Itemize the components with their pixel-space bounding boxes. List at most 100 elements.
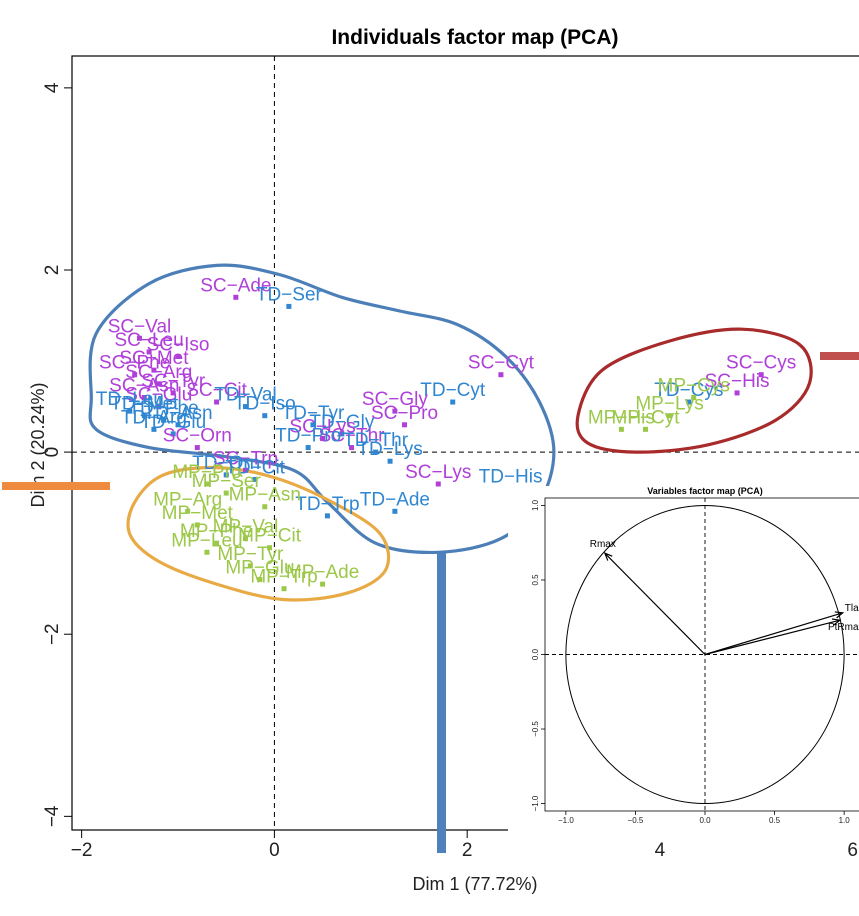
point-label: MP−Glu bbox=[225, 558, 294, 579]
point-marker bbox=[402, 422, 408, 428]
point-label: TD−Thr bbox=[343, 430, 409, 451]
point-label: MP−Cit bbox=[238, 526, 302, 547]
point-marker bbox=[618, 426, 624, 432]
point-marker bbox=[450, 399, 456, 405]
x-axis-label: Dim 1 (77.72%) bbox=[412, 874, 537, 894]
point-marker bbox=[170, 431, 176, 437]
point-marker bbox=[305, 445, 311, 451]
x-tick-label: −2 bbox=[71, 840, 93, 861]
inset-y-tick-label: 0.5 bbox=[531, 574, 540, 586]
point-marker bbox=[392, 508, 398, 514]
point-label: TD−Ser bbox=[256, 284, 323, 305]
point-label: MP−Pro bbox=[172, 462, 241, 483]
point-marker bbox=[194, 522, 200, 528]
point-label: SC−Leu bbox=[115, 330, 184, 351]
point-marker bbox=[247, 563, 253, 569]
point-label: SC−Arg bbox=[125, 362, 192, 383]
inset-y-tick-label: 0.0 bbox=[531, 648, 540, 660]
point-marker bbox=[175, 422, 181, 428]
point-marker bbox=[339, 431, 345, 437]
point-marker bbox=[151, 367, 157, 373]
point-label: TD−Cys bbox=[654, 380, 723, 401]
point-label: MP−Cys bbox=[658, 375, 730, 396]
inset-x-tick-label: 0.0 bbox=[699, 816, 711, 825]
point-marker bbox=[242, 467, 248, 473]
point-marker bbox=[734, 390, 740, 396]
point-marker bbox=[392, 408, 398, 414]
variable-label: PtRmax bbox=[828, 622, 859, 633]
x-tick-label: 4 bbox=[655, 840, 666, 861]
point-label: TD−His bbox=[479, 467, 543, 488]
point-marker bbox=[127, 408, 133, 414]
point-marker bbox=[257, 577, 263, 583]
point-label: SC−Pro bbox=[371, 403, 438, 424]
point-marker bbox=[146, 349, 152, 355]
point-label: TD−Lys bbox=[357, 439, 422, 460]
point-label: MP−Arg bbox=[153, 489, 222, 510]
point-label: SC−Ade bbox=[200, 275, 271, 296]
point-label: TD−Val bbox=[214, 385, 276, 406]
point-marker bbox=[758, 372, 764, 378]
point-label: SC−Orn bbox=[163, 426, 232, 447]
point-marker bbox=[387, 458, 393, 464]
point-label: SC−Met bbox=[119, 348, 189, 369]
variable-arrow-head bbox=[834, 611, 845, 619]
point-label: SC−Gly bbox=[362, 389, 428, 410]
blue-marker-bar bbox=[437, 553, 446, 853]
point-label: MP−Lys bbox=[635, 394, 703, 415]
y-tick-label: 0 bbox=[42, 447, 63, 458]
point-label: TD−Arg bbox=[121, 407, 187, 428]
x-tick-label: 6 bbox=[847, 840, 858, 861]
point-marker bbox=[175, 353, 181, 359]
inset-x-tick-label: −1.0 bbox=[558, 816, 574, 825]
point-label: SC−Cys bbox=[726, 353, 796, 374]
point-label: MP−Asn bbox=[229, 485, 301, 506]
variable-label: Tlag bbox=[845, 603, 859, 614]
point-label: MP−Val bbox=[213, 517, 279, 538]
point-marker bbox=[141, 394, 147, 400]
variable-arrow bbox=[704, 619, 841, 656]
point-label: SC−Trp bbox=[213, 448, 278, 469]
point-marker bbox=[262, 413, 268, 419]
point-label: MP−Ser bbox=[192, 471, 262, 492]
variable-arrow bbox=[704, 612, 843, 656]
point-marker bbox=[214, 399, 220, 405]
y-tick-label: −4 bbox=[42, 805, 63, 827]
point-label: MP−Cyt bbox=[611, 407, 680, 428]
point-marker bbox=[194, 445, 200, 451]
point-marker bbox=[204, 481, 210, 487]
point-label: TD−Glu bbox=[140, 412, 206, 433]
variable-arrow-head bbox=[831, 618, 842, 626]
point-marker bbox=[151, 426, 157, 432]
point-label: SC−Phe bbox=[99, 353, 170, 374]
variable-label: Rmax bbox=[590, 539, 616, 550]
point-label: TD−Leu bbox=[96, 389, 164, 410]
point-label: SC−His bbox=[705, 371, 770, 392]
point-label: SC−Cit bbox=[186, 380, 247, 401]
point-marker bbox=[686, 399, 692, 405]
y-tick-label: 2 bbox=[42, 265, 63, 276]
cluster-outline bbox=[126, 465, 391, 602]
point-marker bbox=[156, 404, 162, 410]
point-marker bbox=[320, 435, 326, 441]
inset-y-tick-label: −0.5 bbox=[531, 721, 540, 737]
point-label: TD−Cyt bbox=[420, 380, 486, 401]
point-marker bbox=[156, 381, 162, 387]
point-marker bbox=[132, 372, 138, 378]
point-label: TD−Iso bbox=[234, 394, 296, 415]
orange-marker-bar bbox=[2, 482, 110, 490]
point-label: TD−Ade bbox=[360, 489, 430, 510]
point-label: MP−Leu bbox=[171, 530, 242, 551]
y-tick-label: −2 bbox=[42, 623, 63, 645]
point-marker bbox=[223, 490, 229, 496]
point-marker bbox=[233, 294, 239, 300]
point-marker bbox=[161, 417, 167, 423]
point-label: TD−Met bbox=[110, 394, 179, 415]
point-marker bbox=[141, 413, 147, 419]
point-label: SC−Tyr bbox=[141, 371, 206, 392]
point-marker bbox=[642, 426, 648, 432]
point-marker bbox=[373, 449, 379, 455]
point-label: TD−Orn bbox=[192, 453, 260, 474]
point-marker bbox=[349, 445, 355, 451]
